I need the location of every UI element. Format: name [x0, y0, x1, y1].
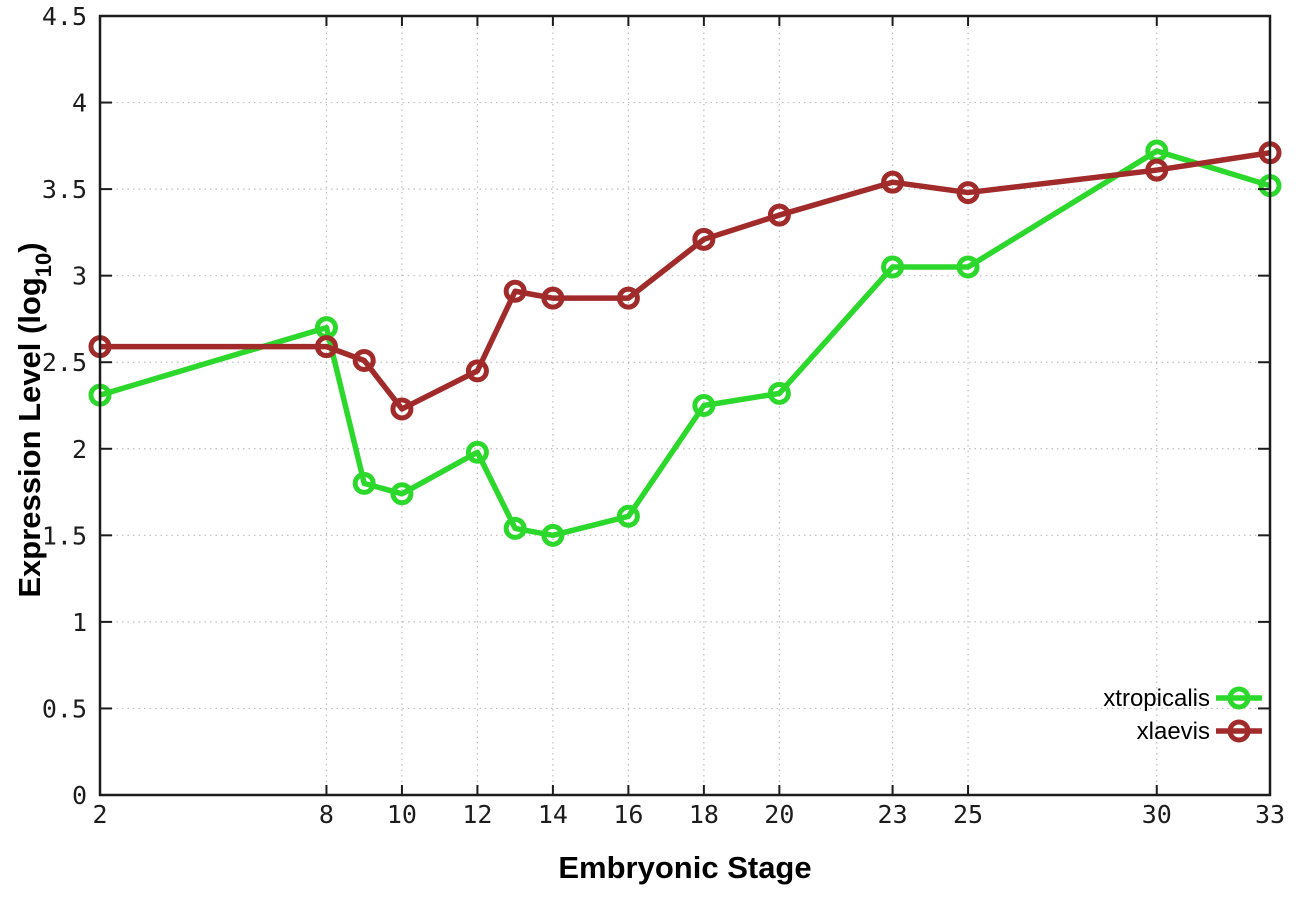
data-point-xlaevis-stage-25 [956, 181, 980, 205]
data-point-xtropicalis-stage-13 [503, 516, 527, 540]
data-point-xlaevis-stage-16 [616, 286, 640, 310]
legend-label-xlaevis: xlaevis [1137, 718, 1210, 745]
legend-sample-marker-xlaevis [1227, 719, 1251, 743]
x-tick-label: 12 [462, 800, 492, 829]
data-point-xtropicalis-stage-14 [541, 523, 565, 547]
y-tick-label: 2 [72, 435, 87, 464]
y-tick-label: 1 [72, 608, 87, 637]
x-tick-label: 20 [764, 800, 794, 829]
y-axis-title: Expression Level (log10) [10, 0, 56, 840]
x-tick-label: 25 [953, 800, 983, 829]
x-tick-label: 8 [319, 800, 334, 829]
data-point-xlaevis-stage-20 [767, 203, 791, 227]
data-point-xtropicalis-stage-12 [465, 440, 489, 464]
y-tick-label: 0 [72, 781, 87, 810]
x-tick-label: 23 [878, 800, 908, 829]
x-tick-label: 30 [1142, 800, 1172, 829]
data-point-xtropicalis-stage-23 [881, 255, 905, 279]
y-tick-label: 2.5 [42, 348, 87, 377]
data-point-xtropicalis-stage-9 [352, 471, 376, 495]
data-point-xlaevis-stage-9 [352, 348, 376, 372]
legend-sample-marker-xtropicalis [1227, 686, 1251, 710]
x-tick-label: 16 [613, 800, 643, 829]
data-point-xlaevis-stage-23 [881, 170, 905, 194]
data-point-xlaevis-stage-10 [390, 397, 414, 421]
data-point-xtropicalis-stage-16 [616, 504, 640, 528]
data-point-xtropicalis-stage-10 [390, 482, 414, 506]
data-point-xlaevis-stage-30 [1145, 158, 1169, 182]
y-tick-label: 0.5 [42, 694, 87, 723]
data-point-xtropicalis-stage-18 [692, 394, 716, 417]
y-axis-title-close: ) [12, 242, 47, 253]
x-tick-label: 10 [387, 800, 417, 829]
series-line-xtropicalis [99, 148, 1271, 539]
data-point-xlaevis-stage-12 [465, 359, 489, 383]
y-axis-title-base: Expression Level (log [12, 277, 47, 598]
data-point-xlaevis-stage-8 [314, 335, 338, 359]
y-tick-label: 3.5 [42, 175, 87, 204]
x-axis-title: Embryonic Stage [558, 850, 812, 885]
data-point-xlaevis-stage-13 [503, 279, 527, 303]
x-tick-label: 33 [1255, 800, 1285, 829]
y-tick-label: 4.5 [42, 2, 87, 31]
legend-label-xtropicalis: xtropicalis [1103, 685, 1210, 712]
data-point-xtropicalis-stage-20 [767, 381, 791, 405]
y-tick-label: 1.5 [42, 521, 87, 550]
data-point-xtropicalis-stage-25 [956, 255, 980, 279]
x-tick-label: 14 [538, 800, 568, 829]
data-point-xlaevis-stage-14 [541, 286, 565, 310]
plot-border [98, 14, 1272, 797]
y-axis-title-subscript: 10 [31, 252, 57, 278]
x-tick-label: 2 [92, 800, 107, 829]
y-tick-label: 3 [72, 262, 87, 291]
data-point-xlaevis-stage-18 [692, 227, 716, 251]
y-tick-label: 4 [72, 89, 87, 118]
x-tick-label: 18 [689, 800, 719, 829]
